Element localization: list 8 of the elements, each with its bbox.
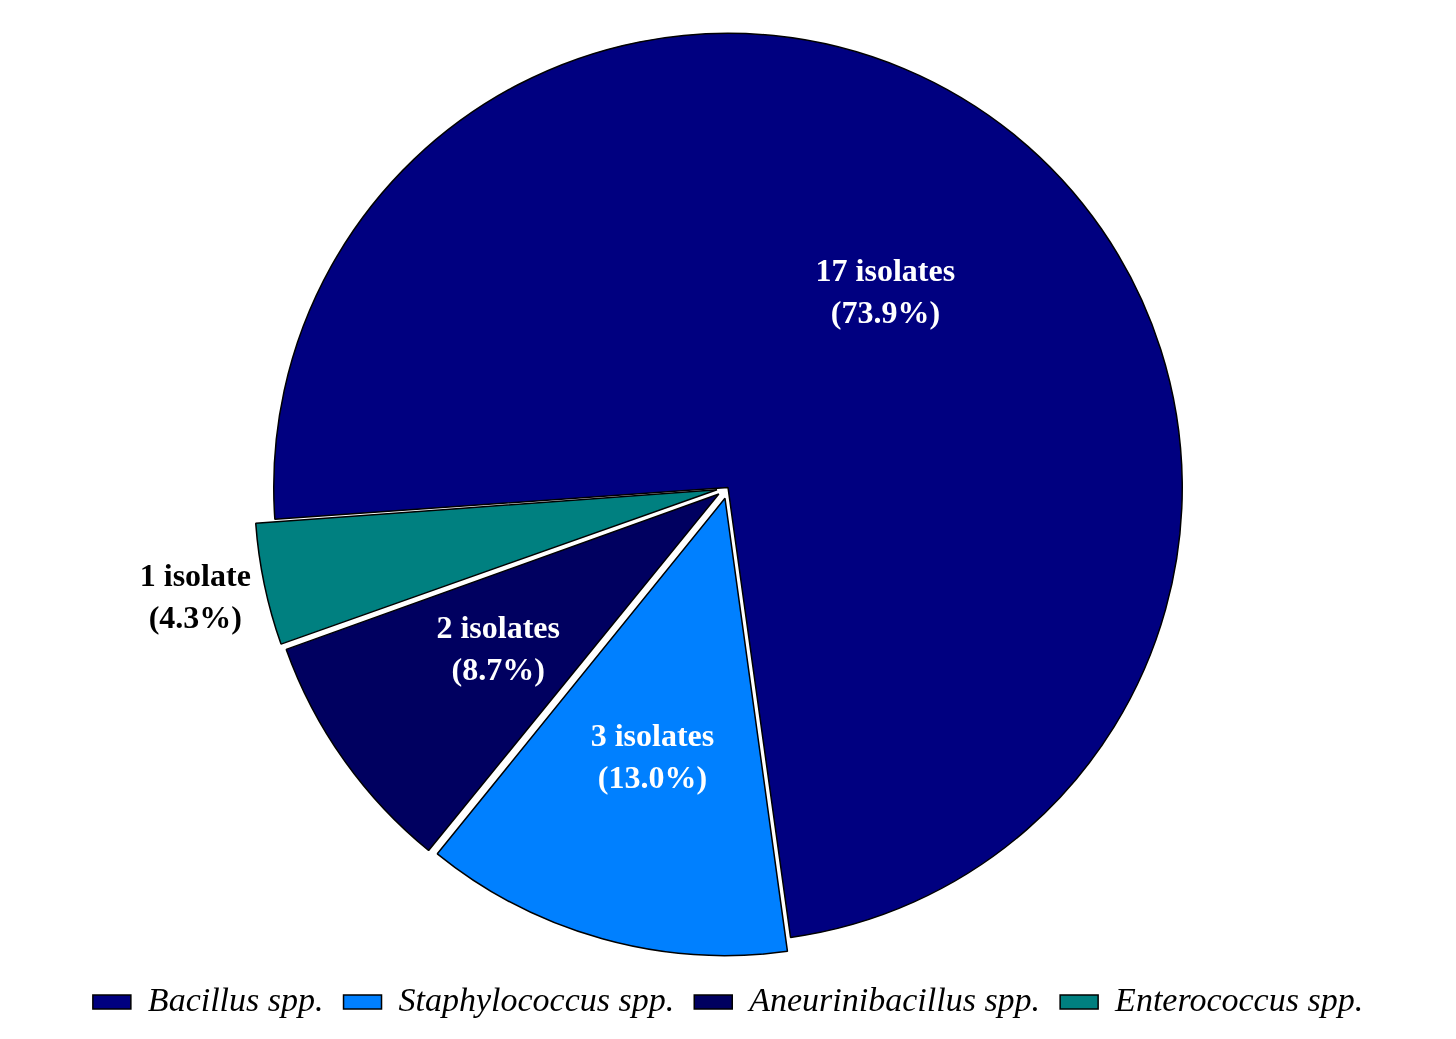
legend-label: Bacillus spp. <box>147 980 324 1018</box>
legend-label: Staphylococcus spp. <box>398 980 675 1018</box>
data-label: 3 isolates (13.0%) <box>590 717 715 796</box>
data-label: 2 isolates (8.7%) <box>436 608 560 687</box>
legend-label: Enterococcus spp. <box>1114 980 1364 1018</box>
data-label: 17 isolates (73.9%) <box>815 251 956 330</box>
legend-label: Aneurinibacillus spp. <box>747 980 1041 1018</box>
data-label: 1 isolate (4.3%) <box>139 557 251 636</box>
